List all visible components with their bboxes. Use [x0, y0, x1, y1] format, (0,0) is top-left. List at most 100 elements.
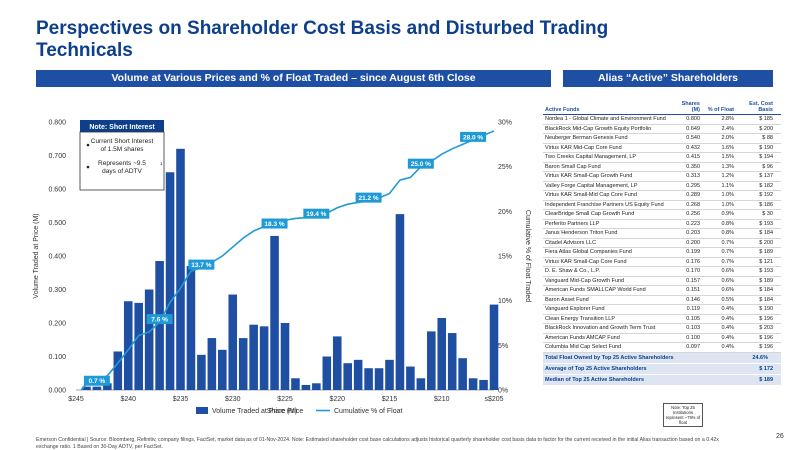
page-title: Perspectives on Shareholder Cost Basis a…	[36, 18, 609, 61]
cell-fund: Neuberger Berman Genesis Fund	[545, 135, 628, 142]
x-tick-label: s$205	[484, 396, 503, 403]
cell-shares: 0.256	[686, 211, 700, 218]
cell-shares: 0.105	[686, 315, 700, 322]
cell-fund: ClearBridge Small Cap Growth Fund	[545, 211, 635, 218]
cell-shares: 0.170	[686, 268, 700, 275]
cell-cost: $ 196	[759, 344, 773, 351]
bar-12	[207, 338, 217, 390]
cell-float: 1.5%	[721, 154, 734, 161]
average-value: $ 172	[759, 365, 773, 372]
y-tick-label: 0.500	[48, 220, 66, 227]
footer-text: Emerson Confidential | Source: Bloomberg…	[36, 437, 719, 450]
table-row: Independent Franchise Partners US Equity…	[543, 201, 781, 210]
bar-36	[458, 358, 467, 390]
cell-float: 2.4%	[721, 125, 734, 132]
bar-13	[218, 349, 227, 390]
y-tick-label: 0.700	[48, 153, 66, 160]
table-row: Janus Henderson Triton Fund 0.203 0.8% $ 18…	[543, 229, 781, 239]
cell-float: 0.7%	[721, 249, 734, 256]
cell-shares: 0.649	[686, 125, 700, 132]
table-row: BlackRock Mid-Cap Growth Equity Portfoli…	[543, 125, 781, 134]
cell-fund: Clean Energy Transition LLP	[545, 315, 616, 322]
cell-cost: $ 96	[762, 163, 773, 170]
median-row: Median of Top 25 Active Shareholders $ 1…	[543, 374, 781, 386]
bar-19	[280, 323, 290, 390]
cell-shares: 0.415	[686, 154, 700, 161]
cell-float: 0.5%	[721, 296, 734, 303]
y-tick-label: 0.800	[48, 120, 66, 127]
note-bullet-1: Current Short Interest of 1.5M shares	[91, 138, 154, 153]
data-label-bg-7	[460, 131, 487, 142]
cell-fund: Vanguard Mid-Cap Growth Fund	[545, 277, 625, 284]
cell-float: 0.6%	[721, 277, 734, 284]
average-row: Average of Top 25 Active Shareholders $ …	[543, 363, 781, 375]
cell-cost: $ 186	[759, 201, 773, 208]
bar-39	[489, 304, 499, 390]
y2-tick-label: 30%	[498, 120, 512, 127]
y-axis-title: Volume Traded at Price (M)	[33, 213, 40, 298]
legend-bar-label: Volume Traded at Price (M)	[212, 408, 297, 415]
bar-31	[406, 366, 415, 390]
cell-shares: 0.176	[686, 258, 700, 265]
note-line: Current Short Interest	[91, 138, 154, 145]
data-label-bg-4	[303, 208, 330, 219]
cell-shares: 0.540	[686, 135, 700, 142]
x-tick-label: $215	[382, 396, 398, 403]
bar-35	[447, 333, 457, 390]
total-row: Total Float Owned by Top 25 Active Share…	[543, 352, 781, 364]
cell-float: 1.0%	[721, 201, 734, 208]
y2-tick-label: 15%	[498, 254, 512, 261]
data-label-4: 19.4 %	[306, 211, 326, 218]
cell-fund: Vanguard Explorer Fund	[545, 306, 605, 313]
data-label-bg-0	[83, 375, 110, 386]
cell-shares: 0.313	[686, 173, 700, 180]
bar-20	[291, 378, 300, 390]
cell-float: 1.0%	[721, 192, 734, 199]
cell-fund: Columbia Mid Cap Select Fund	[545, 344, 622, 351]
x-tick-label: $240	[120, 396, 136, 403]
x-tick-label: $210	[434, 396, 450, 403]
cell-float: 1.1%	[721, 182, 734, 189]
table-row: BlackRock Innovation and Growth Term Tru…	[543, 324, 781, 334]
bar-30	[395, 214, 405, 390]
cell-float: 1.6%	[721, 144, 734, 151]
cell-float: 0.7%	[721, 258, 734, 265]
cell-shares: 0.199	[686, 249, 700, 256]
cell-fund: Citadel Advisors LLC	[545, 239, 597, 246]
cell-float: 0.4%	[721, 344, 734, 351]
cell-fund: Nordea 1 - Global Climate and Environmen…	[545, 116, 666, 123]
cell-float: 0.4%	[721, 306, 734, 313]
y-tick-label: 0.600	[48, 187, 66, 194]
note-bullet-2-icon	[86, 165, 90, 169]
table-row: Virtus KAR Small-Mid Cap Core Fund 0.289 1…	[543, 191, 781, 201]
table-row: Columbia Mid Cap Select Fund 0.097 0.4% $ 1…	[543, 343, 781, 353]
cell-fund: Perferito Partners LLP	[545, 220, 600, 227]
cell-cost: $ 200	[759, 125, 773, 132]
table-note: Note: Top 25 Institutions represent ~79%…	[663, 403, 703, 427]
data-label-6: 25.0 %	[411, 161, 431, 168]
col-fund-header: Active Funds	[545, 107, 580, 113]
y2-tick-label: 5%	[498, 343, 508, 350]
bar-10	[186, 266, 196, 390]
cell-cost: $ 203	[759, 325, 773, 332]
cell-float: 0.9%	[721, 211, 734, 218]
bar-6	[144, 289, 154, 390]
cell-shares: 0.151	[686, 287, 700, 294]
cell-float: 1.2%	[721, 173, 734, 180]
table-row: Neuberger Berman Genesis Fund 0.540 2.0% $ …	[543, 134, 781, 144]
data-label-bg-3	[261, 218, 288, 229]
cell-fund: Fiera Atlas Global Companies Fund	[545, 249, 632, 256]
cell-cost: $ 185	[759, 116, 773, 123]
cell-float: 2.0%	[721, 135, 734, 142]
table-row: Baron Asset Fund 0.146 0.5% $ 184	[543, 296, 781, 305]
table-row: Fiera Atlas Global Companies Fund 0.199 0.…	[543, 248, 781, 258]
y-tick-label: 0.400	[48, 254, 66, 261]
col-shares-header: Shares (M)	[681, 101, 700, 113]
cell-fund: American Funds AMCAP Fund	[545, 334, 620, 341]
table-row: ClearBridge Small Cap Growth Fund 0.256 0.…	[543, 210, 781, 220]
cell-cost: $ 196	[759, 334, 773, 341]
cell-fund: Janus Henderson Triton Fund	[545, 230, 618, 237]
bar-23	[322, 356, 332, 390]
data-label-bg-5	[355, 192, 382, 203]
cell-fund: D. E. Shaw & Co., L.P.	[545, 268, 600, 275]
